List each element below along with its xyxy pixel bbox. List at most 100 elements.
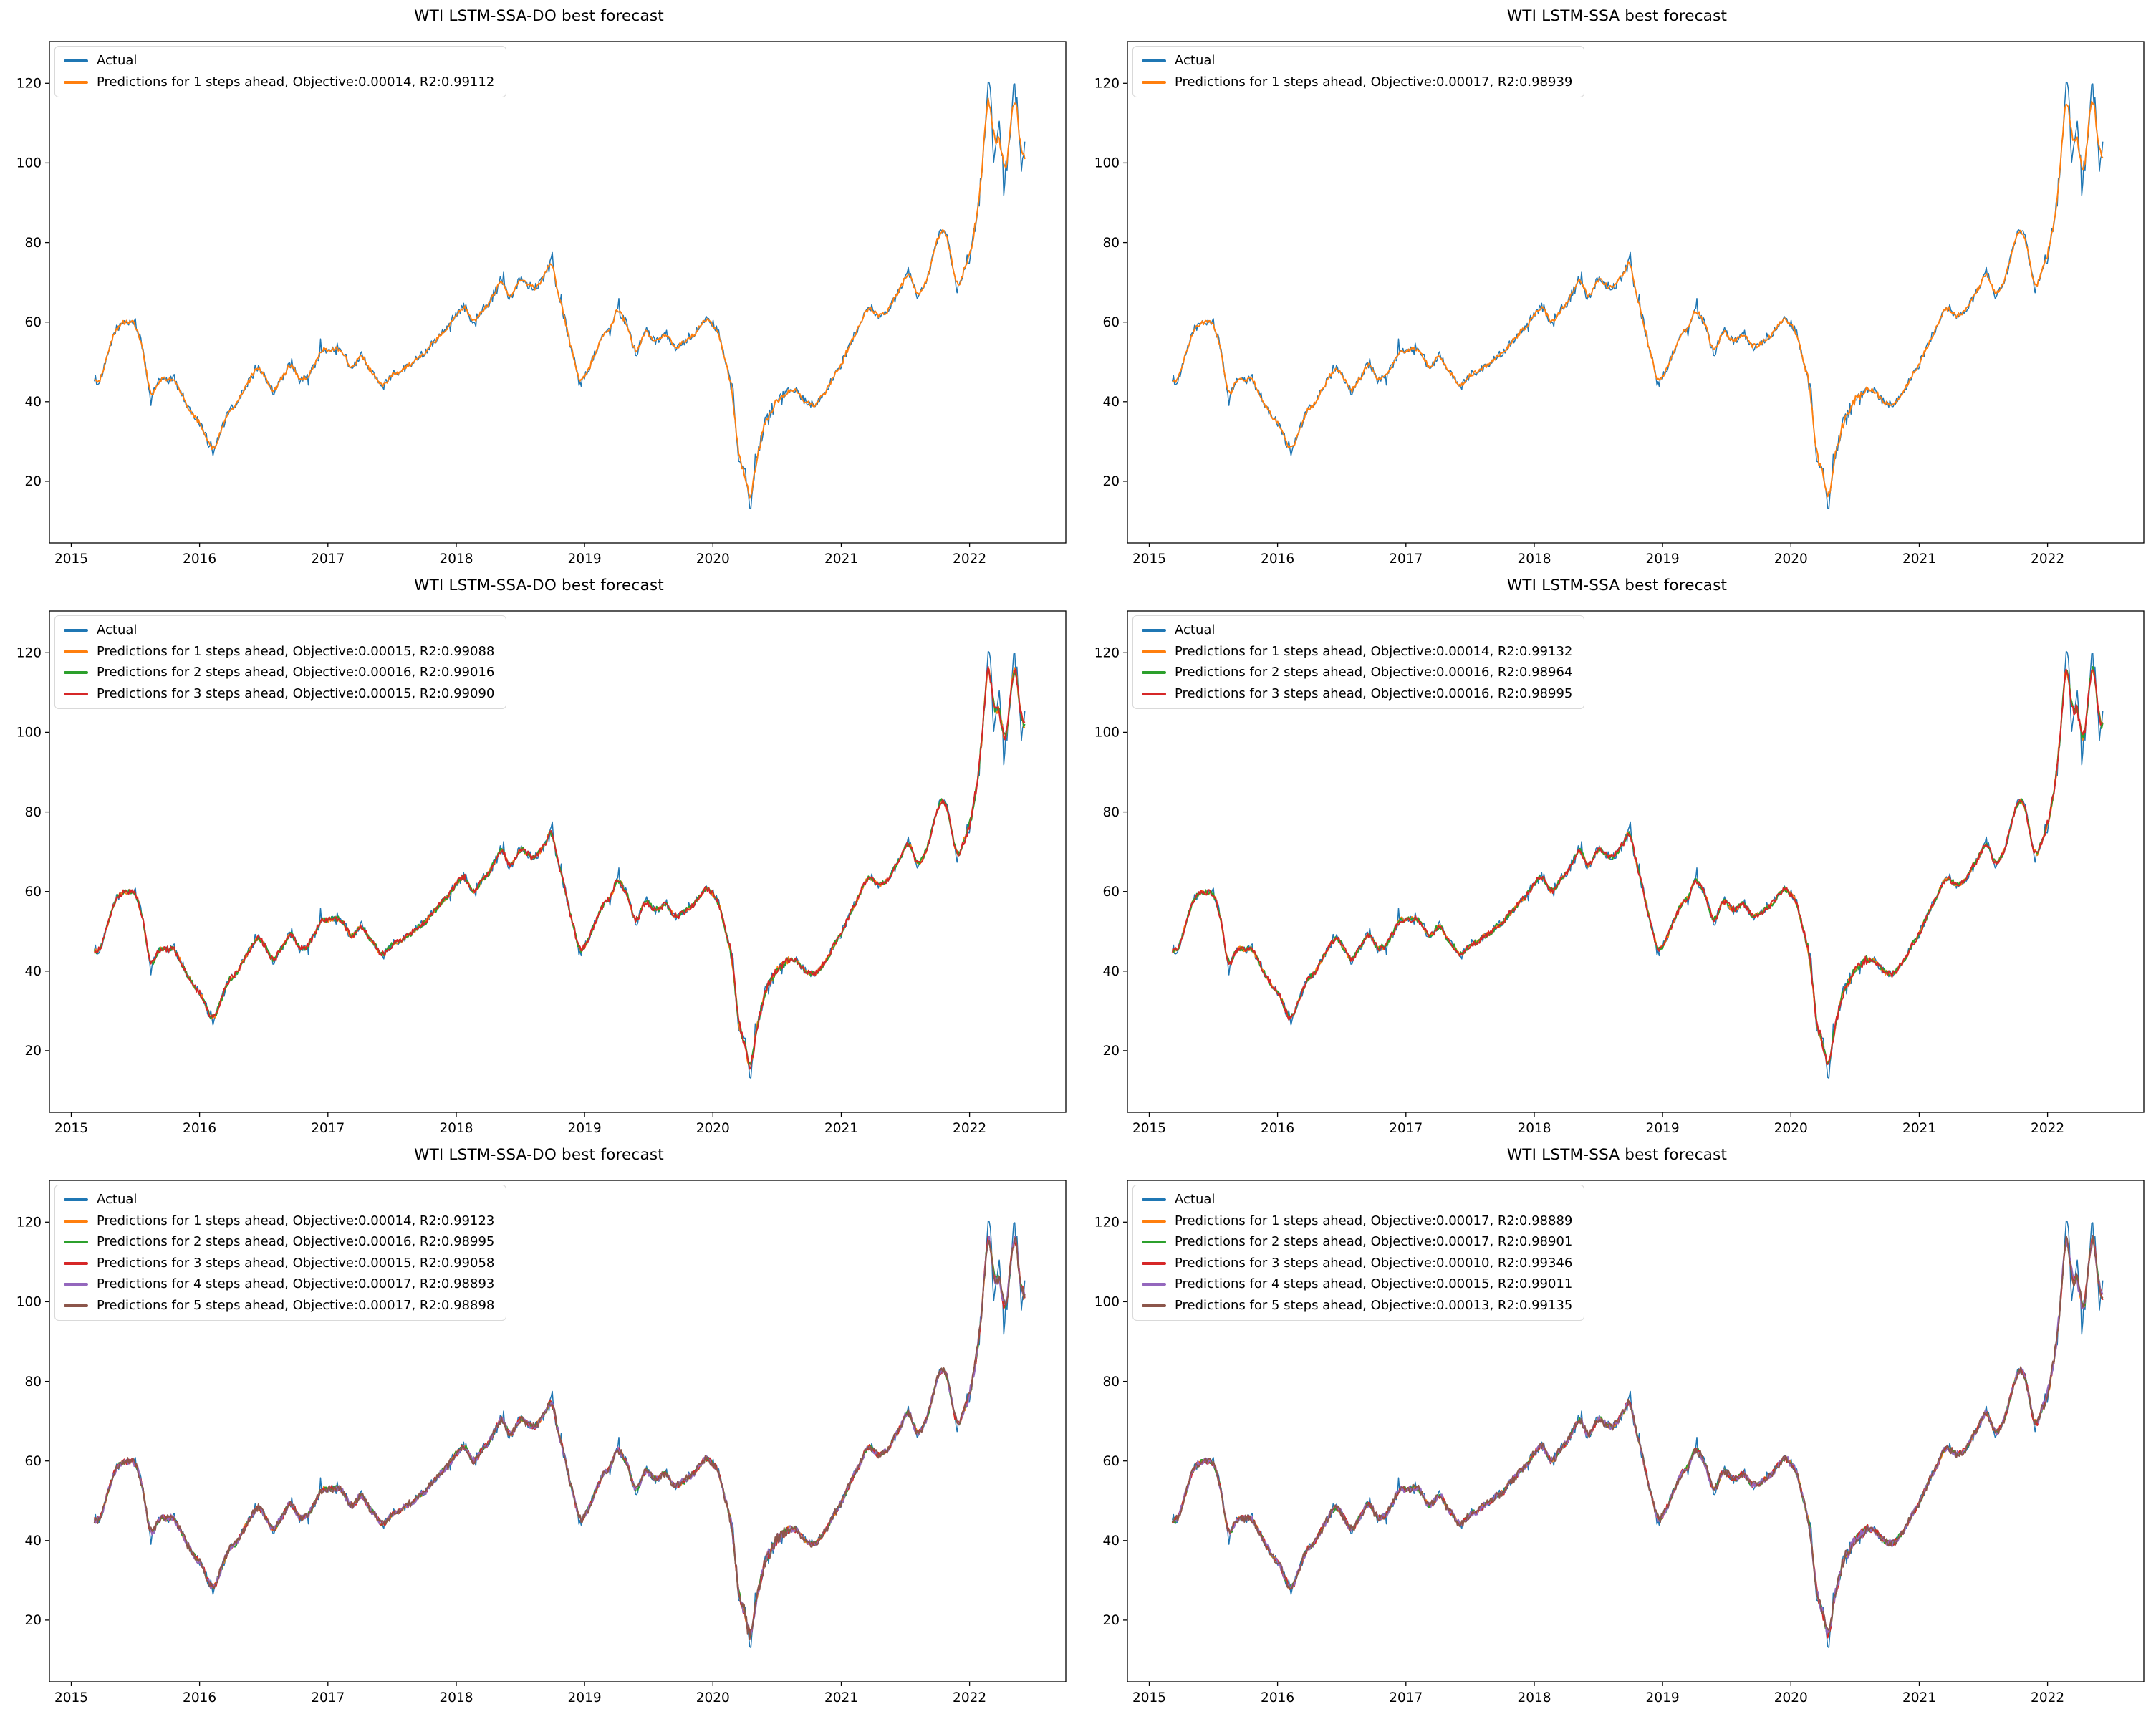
- x-tick-label: 2019: [1646, 1121, 1680, 1136]
- y-tick-label: 80: [24, 1375, 42, 1390]
- chart-title: WTI LSTM-SSA best forecast: [1506, 1145, 1728, 1164]
- y-tick-label: 40: [24, 1534, 42, 1549]
- axes-spines: [49, 610, 1067, 1113]
- y-tick-label: 60: [24, 885, 42, 900]
- axes-spines: [1127, 610, 2145, 1113]
- y-tick-label: 80: [1102, 1375, 1120, 1390]
- legend-line-swatch: [1142, 80, 1166, 84]
- legend: Actual Predictions for 1 steps ahead, Obj…: [54, 1185, 507, 1321]
- x-tick-label: 2015: [1132, 552, 1166, 567]
- x-tick-label: 2021: [1902, 1121, 1936, 1136]
- legend: Actual Predictions for 1 steps ahead, Obj…: [54, 615, 507, 709]
- x-tick-label: 2020: [696, 552, 730, 567]
- actual-line: [93, 81, 1026, 510]
- legend-line-swatch: [64, 650, 88, 653]
- x-tick-label: 2019: [1646, 1690, 1680, 1705]
- legend: Actual Predictions for 1 steps ahead, Obj…: [1132, 1185, 1585, 1321]
- subplot-row2-lstm-ssa: WTI LSTM-SSA best forecast 2015 2016 2017 2…: [1078, 569, 2156, 1139]
- y-tick-label: 100: [16, 156, 42, 171]
- x-tick-label: 2021: [824, 1690, 858, 1705]
- x-tick-label: 2015: [54, 1121, 88, 1136]
- x-tick-label: 2016: [1261, 1121, 1294, 1136]
- legend-label: Predictions for 1 steps ahead, Objective…: [1175, 74, 1573, 90]
- legend-item: Actual: [1142, 1192, 1572, 1208]
- y-tick-label: 100: [16, 1295, 42, 1310]
- legend-line-swatch: [64, 671, 88, 675]
- legend-label: Actual: [1175, 622, 1216, 637]
- legend-line-swatch: [64, 1261, 88, 1265]
- y-tick-label: 80: [24, 805, 42, 820]
- legend-label: Actual: [97, 1192, 138, 1207]
- y-tick-label: 120: [16, 77, 42, 92]
- x-tick-label: 2018: [1517, 1690, 1551, 1705]
- x-tick-label: 2015: [54, 552, 88, 567]
- y-tick-label: 120: [1094, 77, 1120, 92]
- legend-item: Predictions for 1 steps ahead, Objective…: [1142, 1213, 1572, 1230]
- x-tick-label: 2021: [1902, 1690, 1936, 1705]
- legend-label: Predictions for 2 steps ahead, Objective…: [97, 1234, 495, 1249]
- x-tick-label: 2019: [568, 1690, 602, 1705]
- legend-line-swatch: [64, 629, 88, 632]
- x-tick-label: 2022: [953, 1121, 986, 1136]
- axes-spines: [49, 1180, 1067, 1682]
- axes-spines: [1127, 1180, 2145, 1682]
- x-tick-label: 2016: [183, 552, 216, 567]
- x-tick-label: 2022: [953, 1690, 986, 1705]
- y-tick-label: 120: [1094, 1215, 1120, 1231]
- x-tick-label: 2017: [1389, 552, 1423, 567]
- legend-item: Predictions for 3 steps ahead, Objective…: [1142, 1256, 1572, 1272]
- prediction-line-1-steps: [94, 97, 1026, 499]
- subplot-row3-lstm-ssa: WTI LSTM-SSA best forecast 2015 2016 2017 2…: [1078, 1139, 2156, 1708]
- y-tick-label: 20: [24, 1044, 42, 1059]
- legend-item: Predictions for 1 steps ahead, Objective…: [1142, 74, 1572, 91]
- y-tick-label: 80: [1102, 805, 1120, 820]
- y-tick-label: 60: [1102, 885, 1120, 900]
- legend-label: Predictions for 3 steps ahead, Objective…: [1175, 685, 1573, 701]
- legend-line-swatch: [1142, 1283, 1166, 1286]
- x-tick-label: 2022: [953, 552, 986, 567]
- legend-label: Actual: [1175, 53, 1216, 68]
- legend-line-swatch: [1142, 671, 1166, 675]
- x-tick-label: 2016: [183, 1121, 216, 1136]
- x-tick-label: 2015: [1132, 1121, 1166, 1136]
- legend-label: Actual: [1175, 1192, 1216, 1207]
- x-tick-label: 2022: [2031, 1121, 2064, 1136]
- legend-item: Predictions for 1 steps ahead, Objective…: [64, 74, 494, 91]
- chart-title: WTI LSTM-SSA best forecast: [1506, 576, 1728, 594]
- subplot-row1-lstm-ssa-do: WTI LSTM-SSA-DO best forecast 2015 2016 20…: [0, 0, 1078, 569]
- x-tick-label: 2022: [2031, 552, 2064, 567]
- legend-line-swatch: [1142, 1219, 1166, 1223]
- x-tick-label: 2019: [568, 552, 602, 567]
- legend-line-swatch: [64, 1241, 88, 1244]
- x-tick-label: 2018: [439, 1121, 473, 1136]
- x-tick-label: 2019: [568, 1121, 602, 1136]
- legend-label: Predictions for 1 steps ahead, Objective…: [97, 643, 495, 659]
- x-tick-label: 2016: [183, 1690, 216, 1705]
- legend-line-swatch: [1142, 629, 1166, 632]
- plot-canvas: 2015 2016 2017 2018 2019 2020 2021 2022 20 40 60 80…: [1094, 610, 2145, 1136]
- legend-line-swatch: [64, 1198, 88, 1202]
- y-tick-label: 40: [24, 964, 42, 979]
- plot-canvas: 2015 2016 2017 2018 2019 2020 2021 2022 20 40 60 80…: [16, 1180, 1067, 1705]
- plot-canvas: 2015 2016 2017 2018 2019 2020 2021 2022 20 40 60 80…: [1094, 1180, 2145, 1705]
- legend-line-swatch: [64, 59, 88, 63]
- plot-wrap: 2015 2016 2017 2018 2019 2020 2021 2022 20 40 60 80…: [0, 32, 1078, 569]
- plot-wrap: 2015 2016 2017 2018 2019 2020 2021 2022 20 40 60 80…: [1078, 32, 2156, 569]
- chart-title: WTI LSTM-SSA-DO best forecast: [414, 576, 664, 594]
- axes-spines: [49, 41, 1067, 544]
- plot-wrap: 2015 2016 2017 2018 2019 2020 2021 2022 20 40 60 80…: [0, 601, 1078, 1139]
- x-tick-label: 2020: [1774, 1690, 1808, 1705]
- legend-item: Actual: [64, 1192, 494, 1208]
- chart-title: WTI LSTM-SSA best forecast: [1506, 6, 1728, 25]
- legend-label: Predictions for 1 steps ahead, Objective…: [97, 74, 495, 90]
- legend-label: Predictions for 3 steps ahead, Objective…: [97, 685, 495, 701]
- y-tick-label: 20: [1102, 1613, 1120, 1628]
- legend-label: Predictions for 1 steps ahead, Objective…: [1175, 643, 1573, 659]
- x-tick-label: 2021: [824, 552, 858, 567]
- legend-line-swatch: [1142, 1241, 1166, 1244]
- actual-line: [1171, 81, 2104, 510]
- y-tick-label: 40: [1102, 395, 1120, 410]
- y-tick-label: 60: [24, 315, 42, 330]
- plot-canvas: 2015 2016 2017 2018 2019 2020 2021 2022 20 40 60 80…: [1094, 41, 2145, 567]
